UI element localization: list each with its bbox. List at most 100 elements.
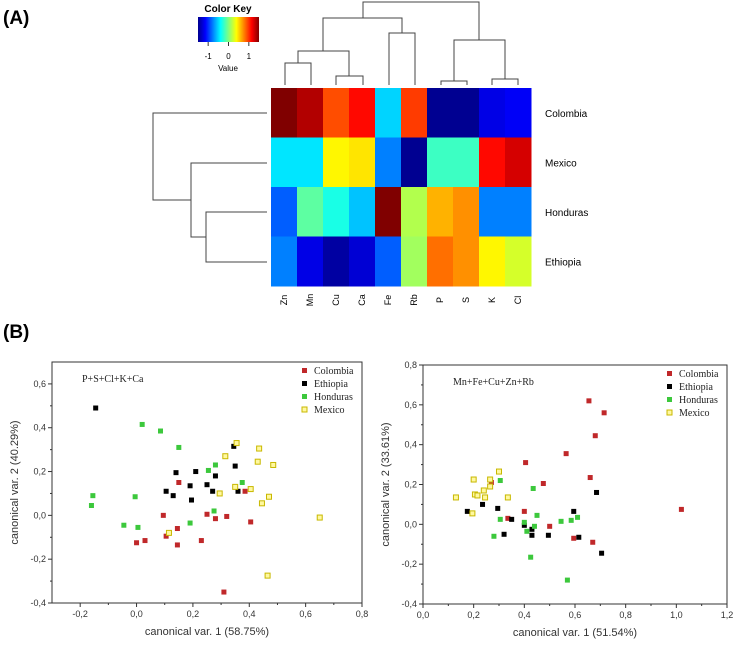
data-point-mexico [233,440,240,447]
heatmap-cell [375,137,402,188]
legend-marker [302,394,307,399]
heatmap-row-label: Ethiopia [545,257,582,268]
data-point-ethiopia [480,501,486,507]
heatmap-column-label: Cu [331,294,341,306]
data-point-mexico [487,476,494,483]
data-point-colombia [160,512,166,518]
heatmap-cell [453,88,480,138]
data-point-honduras [534,512,540,518]
heatmap-cell [505,88,532,138]
heatmap-column-label: Cl [513,296,523,305]
legend-marker [302,381,307,386]
legend-marker [667,397,672,402]
legend-label: Honduras [679,395,718,406]
data-point-colombia [176,480,182,485]
data-point-mexico [452,494,459,501]
y-tick-label: 0,8 [404,360,417,370]
data-point-mexico [232,483,239,490]
data-point-colombia [204,511,210,517]
data-point-mexico [264,572,271,579]
data-point-ethiopia [173,470,179,476]
plot-annotation: P+S+Cl+K+Ca [82,374,144,385]
data-point-mexico [496,468,502,475]
data-point-mexico [216,490,223,497]
heatmap: Colombia Mexico Honduras Ethiopia Zn Mn Cu Ca Fe… [271,88,588,306]
data-point-colombia [174,526,180,532]
data-point-mexico [258,500,265,507]
data-point-ethiopia [495,505,501,511]
y-axis-label: canonical var. 2 (40.29%) [9,420,21,544]
heatmap-cell [479,187,506,237]
heatmap-cell [375,88,402,138]
heatmap-cell [401,187,428,237]
heatmap-cell [453,187,480,237]
data-point-mexico [474,492,481,499]
x-tick-label: 1,0 [670,610,683,620]
legend-label: Mexico [314,405,345,416]
heatmap-cell [479,88,506,138]
heatmap-cell [297,187,324,237]
scatter-plot-left: -0,2 0,0 0,2 0,4 0,6 0,8 -0,4 -0,2 0,0 0,2 0,4 0,6 c… [9,361,369,638]
data-point-honduras [497,516,503,522]
data-point-colombia [601,410,607,416]
heatmap-column-label: Ca [357,294,367,306]
heatmap-cell [401,137,428,188]
legend-marker [666,409,673,416]
legend-marker [302,368,307,373]
data-point-honduras [205,467,211,473]
data-point-colombia [590,539,596,545]
data-point-ethiopia [501,531,507,537]
heatmap-cell [323,137,350,188]
color-key-tick-label: 1 [247,52,252,61]
legend-marker [667,371,672,376]
scatter-plot-right: 0,0 0,2 0,4 0,6 0,8 1,0 1,2 -0,4 -0,2 0,0 0,2 0,4 0,… [380,360,733,639]
data-point-colombia [242,488,248,494]
data-point-mexico [316,514,323,521]
data-point-honduras [176,444,182,450]
data-point-honduras [530,485,536,491]
data-point-ethiopia [594,489,600,495]
data-point-colombia [221,589,227,595]
heatmap-cell [297,236,324,287]
heatmap-row-label: Mexico [545,158,577,169]
heatmap-cell [479,236,506,287]
data-point-mexico [487,483,494,490]
heatmap-cell [453,137,480,188]
x-tick-label: 0,2 [467,610,480,620]
data-point-ethiopia [529,532,535,538]
color-key-tick-label: -1 [205,52,213,61]
legend-label: Mexico [679,408,710,419]
heatmap-column-label: S [461,297,471,303]
row-dendrogram [152,112,267,263]
data-point-mexico [165,529,172,536]
data-point-ethiopia [187,483,193,489]
data-point-mexico [256,445,263,452]
data-point-colombia [134,540,140,546]
y-tick-label: 0,6 [33,379,46,389]
data-point-colombia [174,542,180,548]
x-axis-label: canonical var. 1 (51.54%) [513,627,637,639]
data-point-colombia [142,538,148,544]
plot-frame [51,361,363,604]
heatmap-column-label: Zn [279,295,289,306]
y-tick-label: 0,6 [404,400,417,410]
data-point-ethiopia [571,508,577,514]
heatmap-cell [349,236,376,287]
heatmap-cell [505,137,532,188]
x-tick-label: 0,6 [299,609,312,619]
legend-label: Ethiopia [314,379,348,390]
data-point-mexico [480,487,487,494]
heatmap-cell [479,137,506,188]
data-point-honduras [132,494,138,500]
heatmap-cell [505,187,532,237]
data-point-mexico [482,494,489,501]
data-point-mexico [469,510,476,517]
heatmap-cell [427,187,454,237]
data-point-honduras [135,524,141,530]
color-key-label: Value [218,64,238,73]
panel-label-b: (B) [3,322,29,343]
heatmap-cell [427,88,454,138]
x-tick-label: 0,8 [356,609,369,619]
data-point-mexico [254,458,261,465]
data-point-colombia [248,519,254,525]
